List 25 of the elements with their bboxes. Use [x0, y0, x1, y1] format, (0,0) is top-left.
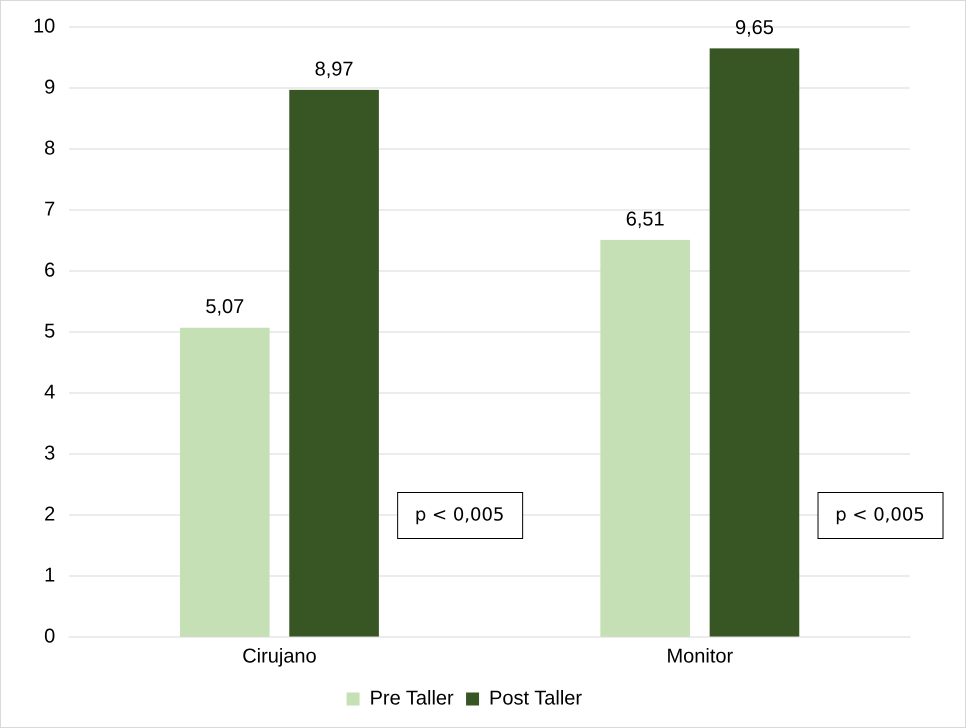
- legend-label: Pre Taller: [370, 688, 454, 710]
- data-label: 9,65: [734, 16, 774, 39]
- y-tick-label: 7: [44, 198, 56, 221]
- y-tick-label: 1: [44, 564, 56, 587]
- y-tick-label: 3: [44, 442, 56, 465]
- y-tick-label: 10: [32, 16, 56, 38]
- data-label: 8,97: [314, 58, 354, 80]
- y-tick-label: 6: [44, 260, 56, 282]
- bar: [600, 240, 690, 636]
- bar: [180, 328, 270, 636]
- y-tick-label: 2: [44, 504, 56, 526]
- x-tick-label: Monitor: [666, 646, 734, 668]
- data-label: 5,07: [205, 296, 244, 318]
- annotation: p < 0,005: [835, 504, 925, 526]
- bar: [289, 90, 379, 636]
- data-label: 6,51: [626, 208, 665, 230]
- y-tick-label: 5: [44, 320, 56, 343]
- legend-label: Post Taller: [489, 688, 582, 710]
- y-tick-label: 4: [44, 382, 56, 404]
- annotation: p < 0,005: [414, 504, 504, 526]
- y-tick-label: 8: [44, 138, 56, 160]
- y-tick-label: 9: [44, 76, 56, 99]
- bar: [710, 48, 800, 636]
- x-tick-label: Cirujano: [242, 646, 317, 668]
- y-tick-label: 0: [44, 626, 56, 648]
